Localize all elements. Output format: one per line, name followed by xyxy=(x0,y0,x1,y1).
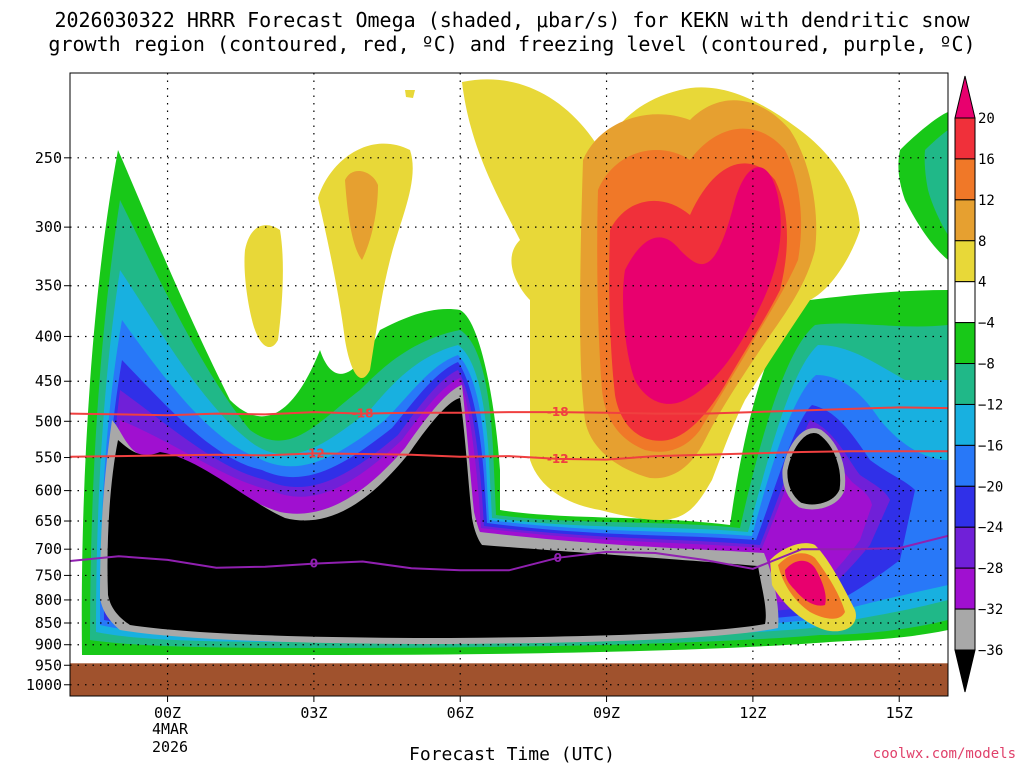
y-tick-label: 350 xyxy=(35,277,62,295)
contour-label: -18 xyxy=(547,405,569,419)
y-tick-label: 450 xyxy=(35,372,62,390)
omega-region-gt-8-mid xyxy=(345,170,378,260)
omega-region-core-black-2 xyxy=(784,430,843,507)
colorbar-tick-label: 20 xyxy=(978,111,995,127)
colorbar-swatch xyxy=(954,485,976,528)
colorbar-bottom-arrow xyxy=(954,649,976,693)
colorbar-tick-label: 8 xyxy=(978,234,986,250)
colorbar-swatch xyxy=(954,363,976,405)
site-credit: coolwx.com/models xyxy=(872,746,1016,762)
colorbar-tick-label: −28 xyxy=(978,561,1003,577)
x-tick-label: 00Z xyxy=(154,704,181,722)
x-axis-ticks: 00Z 03Z 06Z 09Z 12Z 15Z xyxy=(154,696,913,722)
y-tick-label: 550 xyxy=(35,449,62,467)
colorbar-swatch xyxy=(954,526,976,569)
colorbar-tick-label: 16 xyxy=(978,152,995,168)
omega-region-lt-12-upperright xyxy=(924,130,948,235)
colorbar-swatch xyxy=(954,403,976,446)
chart-title-line2: growth region (contoured, red, ºC) and f… xyxy=(48,32,976,56)
colorbar-swatch xyxy=(954,322,976,365)
date-year-label: 2026 xyxy=(151,738,189,756)
colorbar-swatch xyxy=(954,158,976,201)
contour-line-0 xyxy=(70,534,948,572)
omega-region-core-gray-2 xyxy=(782,428,846,510)
contour-label: -12 xyxy=(303,446,325,460)
y-tick-label: 500 xyxy=(35,412,62,430)
plot-frame xyxy=(69,72,949,697)
y-tick-label: 400 xyxy=(35,327,62,345)
y-tick-label: 700 xyxy=(35,540,62,558)
x-tick-label: 06Z xyxy=(447,704,474,722)
colorbar-tick-label: −32 xyxy=(978,602,1003,618)
omega-shaded-field xyxy=(81,79,948,656)
contour-label: 0 xyxy=(554,551,562,565)
colorbar: 20 16 12 8 4 −4 −8 −12 −16 −20 −24 −28 −32 −36 xyxy=(954,75,1003,693)
omega-region-gt-20-upper xyxy=(623,167,781,404)
y-tick-label: 950 xyxy=(35,656,62,674)
colorbar-tick-label: −16 xyxy=(978,438,1003,454)
contour-label: 0 xyxy=(310,557,318,571)
y-tick-label: 1000 xyxy=(26,676,62,694)
x-tick-label: 09Z xyxy=(593,704,620,722)
x-tick-label: 15Z xyxy=(886,704,913,722)
omega-region-gt-4-left xyxy=(244,225,283,348)
x-tick-label: 03Z xyxy=(300,704,327,722)
chart-title-line1: 2026030322 HRRR Forecast Omega (shaded, … xyxy=(54,8,970,32)
colorbar-tick-label: 4 xyxy=(978,275,986,291)
colorbar-swatch xyxy=(954,117,976,160)
y-tick-label: 600 xyxy=(35,482,62,500)
colorbar-top-arrow xyxy=(954,75,976,119)
colorbar-swatch xyxy=(954,199,976,242)
y-tick-label: 650 xyxy=(35,512,62,530)
y-tick-label: 900 xyxy=(35,636,62,654)
colorbar-tick-label: −24 xyxy=(978,520,1003,536)
omega-region-gt-4-small xyxy=(405,90,415,98)
colorbar-tick-label: −12 xyxy=(978,397,1003,413)
contour-line--12 xyxy=(70,450,948,461)
colorbar-tick-label: −36 xyxy=(978,643,1003,659)
contour-lines: -18 -18 -12 -12 0 0 xyxy=(70,405,948,572)
y-tick-label: 250 xyxy=(35,149,62,167)
contour-label: -12 xyxy=(547,452,569,466)
date-month-label: 4MAR xyxy=(151,720,189,738)
colorbar-tick-label: −8 xyxy=(978,357,995,373)
y-tick-label: 850 xyxy=(35,614,62,632)
ground-shading xyxy=(70,663,948,696)
omega-region-core-black xyxy=(107,398,766,638)
y-axis-ticks: 250 300 350 400 450 500 550 600 650 700 750 800 850 9… xyxy=(26,149,70,694)
x-axis-label: Forecast Time (UTC) xyxy=(409,744,615,765)
y-tick-label: 750 xyxy=(35,566,62,584)
omega-region-gt-20-lower xyxy=(785,560,826,606)
y-tick-label: 300 xyxy=(35,218,62,236)
colorbar-swatch xyxy=(954,567,976,610)
contour-label: -18 xyxy=(352,407,374,421)
x-tick-label: 12Z xyxy=(739,704,766,722)
colorbar-swatch xyxy=(954,608,976,651)
omega-region-gt-4-mid xyxy=(318,143,413,379)
colorbar-tick-label: −20 xyxy=(978,479,1003,495)
y-tick-label: 800 xyxy=(35,591,62,609)
colorbar-tick-label: −4 xyxy=(978,316,995,332)
colorbar-swatch xyxy=(954,240,976,283)
contour-line--18 xyxy=(70,406,948,417)
colorbar-swatch xyxy=(954,444,976,487)
colorbar-swatch xyxy=(954,281,976,324)
colorbar-tick-label: 12 xyxy=(978,193,995,209)
